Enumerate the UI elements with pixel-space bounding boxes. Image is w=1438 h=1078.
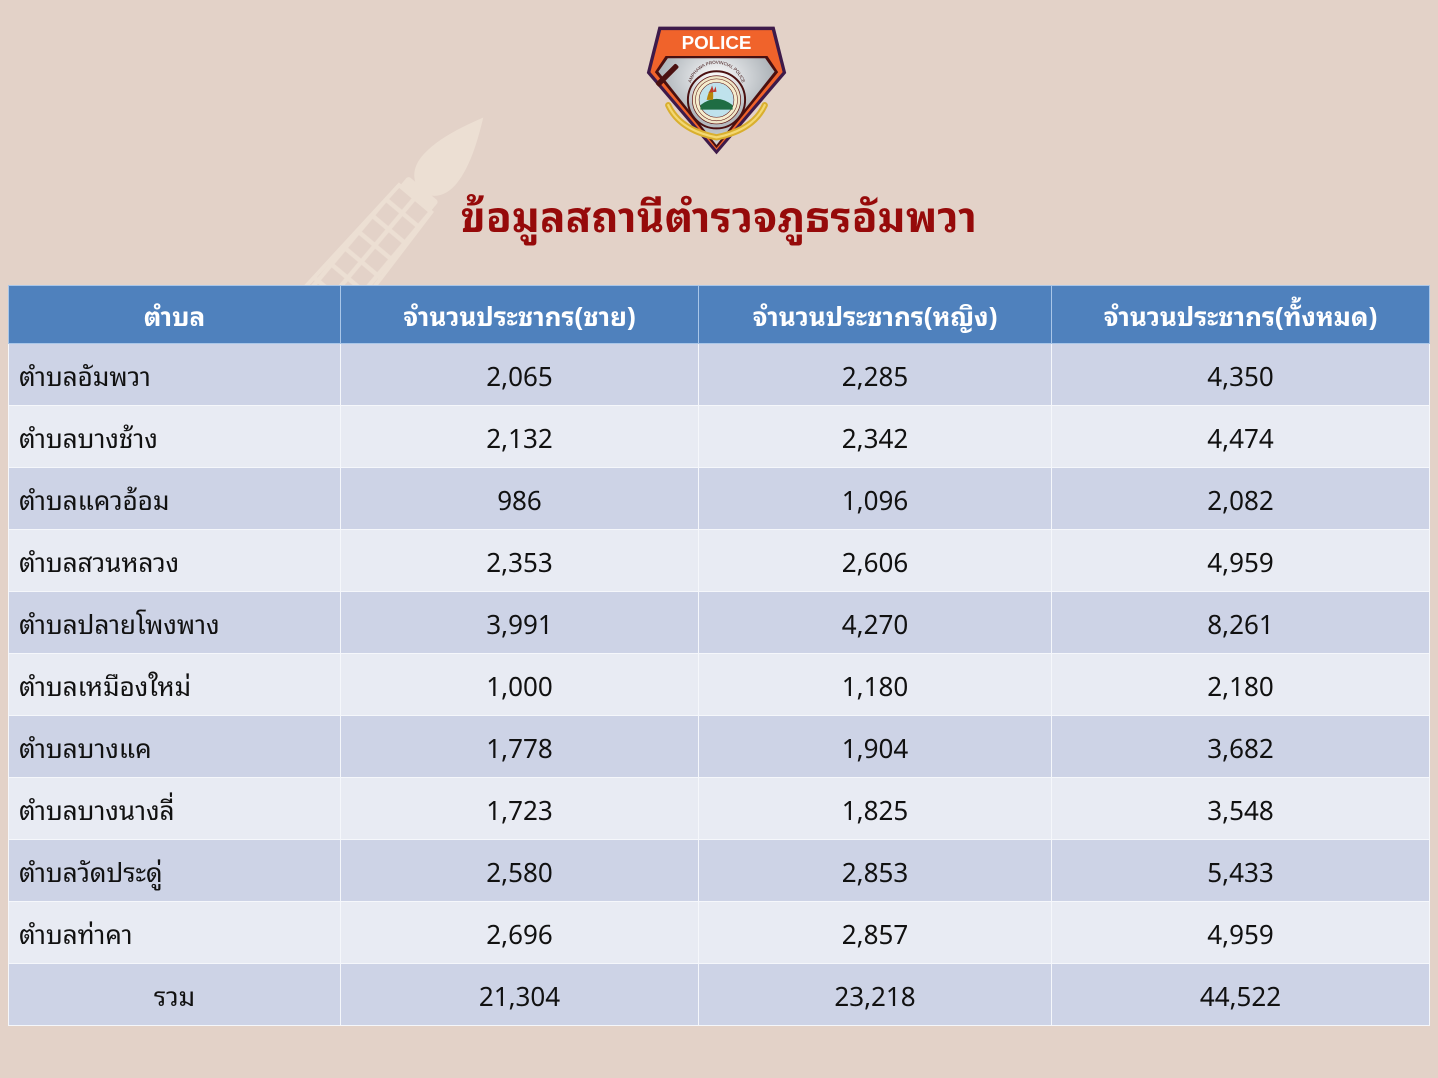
svg-text:POLICE: POLICE — [682, 32, 752, 53]
